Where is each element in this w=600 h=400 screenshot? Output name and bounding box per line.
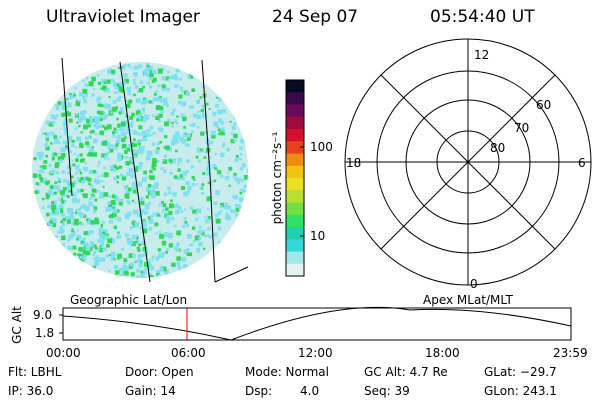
color-bar bbox=[286, 80, 304, 277]
dsp-value: 4.0 bbox=[300, 384, 320, 398]
app-title: Ultraviolet Imager bbox=[46, 7, 200, 27]
x-tick-2359: 23:59 bbox=[553, 346, 588, 360]
y-tick-1-8: 1.8 bbox=[35, 326, 55, 340]
mlt-label-0: 0 bbox=[470, 277, 478, 291]
lat-label-60: 60 bbox=[536, 98, 552, 112]
seq-readout: Seq: 39 bbox=[364, 384, 410, 398]
altitude-curve bbox=[62, 306, 572, 341]
timeline-left-label: Geographic Lat/Lon bbox=[70, 293, 188, 307]
y-tick-9: 9.0 bbox=[33, 308, 53, 322]
timeline-axis-label: GC Alt bbox=[10, 306, 24, 344]
dsp-label: Dsp: bbox=[245, 384, 273, 398]
colorbar-tick-100: 100 bbox=[310, 140, 333, 154]
glon-readout: GLon: 243.1 bbox=[484, 384, 557, 398]
lat-label-80: 80 bbox=[490, 141, 506, 155]
gain-readout: Gain: 14 bbox=[125, 384, 176, 398]
time-readout: 05:54:40 UT bbox=[430, 7, 535, 27]
mlt-label-6: 6 bbox=[578, 156, 586, 170]
door-readout: Door: Open bbox=[125, 365, 194, 379]
polar-grid bbox=[344, 38, 592, 286]
glat-readout: GLat: −29.7 bbox=[484, 365, 557, 379]
gc-alt-readout: GC Alt: 4.7 Re bbox=[364, 365, 448, 379]
x-tick-1800: 18:00 bbox=[425, 346, 460, 360]
mode-readout: Mode: Normal bbox=[245, 365, 329, 379]
lat-label-70: 70 bbox=[514, 121, 530, 135]
date-readout: 24 Sep 07 bbox=[272, 7, 359, 27]
x-tick-0600: 06:00 bbox=[171, 346, 206, 360]
mlt-label-18: 18 bbox=[346, 156, 362, 170]
x-tick-0000: 00:00 bbox=[46, 346, 81, 360]
meridian-line bbox=[61, 57, 73, 197]
mlt-label-12: 12 bbox=[474, 48, 490, 62]
colorbar-unit-label: photon cm⁻²s⁻¹ bbox=[270, 131, 284, 225]
colorbar-tick-10: 10 bbox=[310, 229, 326, 243]
meridian-line bbox=[214, 266, 249, 283]
meridian-line bbox=[119, 61, 151, 283]
meridian-line bbox=[201, 59, 216, 283]
ip-readout: IP: 36.0 bbox=[8, 384, 54, 398]
timeline-right-label: Apex MLat/MLT bbox=[423, 293, 513, 307]
filter-readout: Flt: LBHL bbox=[8, 365, 62, 379]
altitude-timeline bbox=[59, 306, 572, 341]
x-tick-1200: 12:00 bbox=[298, 346, 333, 360]
uv-image-disc bbox=[32, 57, 249, 283]
